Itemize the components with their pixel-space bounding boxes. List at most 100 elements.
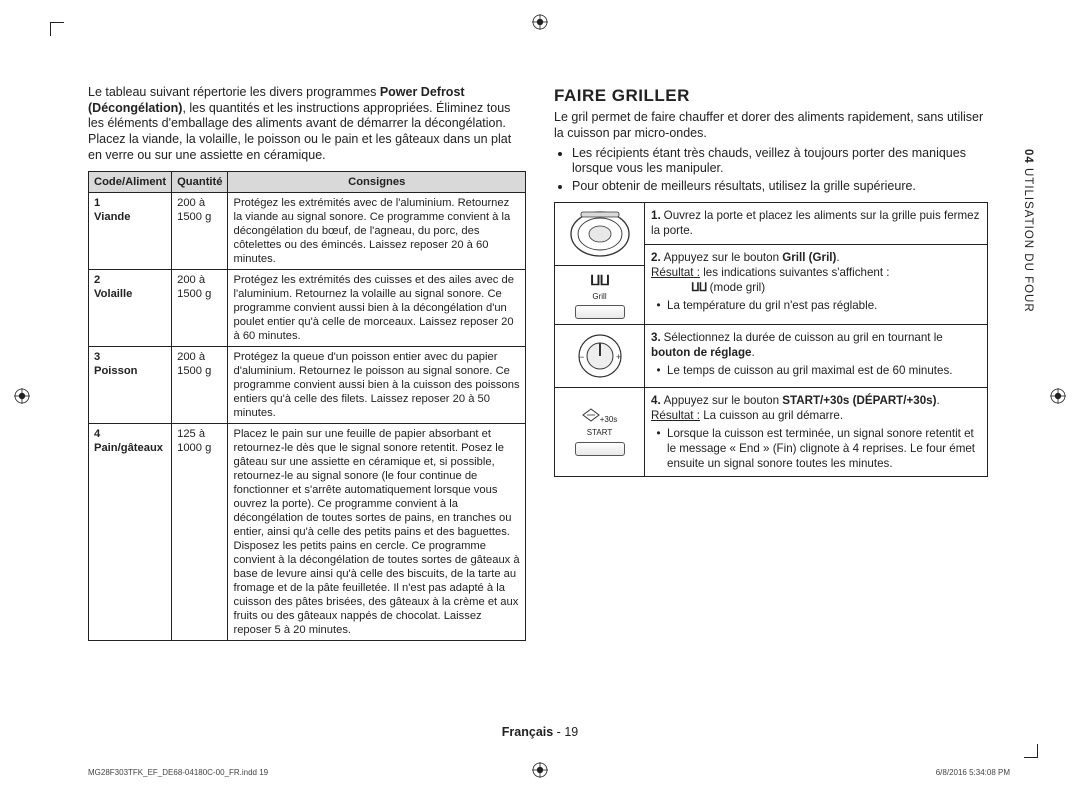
row-num: 1 <box>94 197 100 209</box>
step-body: Appuyez sur le bouton <box>664 251 783 264</box>
svg-text:+: + <box>616 352 621 362</box>
step-num: 3. <box>651 331 661 344</box>
row-qty1: 200 à <box>177 274 205 286</box>
step-body: . <box>836 251 839 264</box>
icon-caption: +30s <box>600 415 618 424</box>
registration-mark <box>1050 388 1066 404</box>
registration-mark <box>14 388 30 404</box>
row-qty2: 1500 g <box>177 211 211 223</box>
button-icon <box>575 305 625 319</box>
grill-icon: ⵡⵡ <box>590 272 609 288</box>
bullet: Pour obtenir de meilleurs résultats, uti… <box>572 179 988 195</box>
svg-text:−: − <box>579 352 584 362</box>
print-date: 6/8/2016 5:34:08 PM <box>936 768 1010 778</box>
intro-paragraph: Le tableau suivant répertorie les divers… <box>88 85 526 163</box>
tab-text: UTILISATION DU FOUR <box>1022 164 1034 313</box>
row-qty1: 200 à <box>177 351 205 363</box>
step-row: +30s START 4.Appuyez sur le bouton START… <box>555 387 988 476</box>
row-num: 2 <box>94 274 100 286</box>
crop-mark <box>50 22 72 44</box>
tab-number: 04 <box>1022 149 1034 164</box>
result-text: La cuisson au gril démarre. <box>700 409 843 422</box>
step-text: 3.Sélectionnez la durée de cuisson au gr… <box>645 324 988 387</box>
row-name: Volaille <box>94 288 132 300</box>
footer-lang: Français <box>502 725 553 739</box>
defrost-table: Code/Aliment Quantité Consignes 1Viande … <box>88 171 526 641</box>
th-qty: Quantité <box>172 172 228 193</box>
row-name: Viande <box>94 211 130 223</box>
table-row: 1Viande 200 à1500 g Protégez les extrémi… <box>89 193 526 270</box>
section-tab: 04 UTILISATION DU FOUR <box>1015 145 1035 415</box>
row-qty2: 1500 g <box>177 365 211 377</box>
step-text: 2.Appuyez sur le bouton Grill (Gril). Ré… <box>645 244 988 324</box>
footer-sep: - <box>553 725 564 739</box>
step-body: . <box>751 346 754 359</box>
steps-table: 1.Ouvrez la porte et placez les aliments… <box>554 202 988 477</box>
tab-highlight <box>1015 373 1037 415</box>
intro-bold-2: (Décongélation) <box>88 101 182 115</box>
icon-caption: Grill <box>561 292 638 302</box>
step-row: − + 3.Sélectionnez la durée de cuisson a… <box>555 324 988 387</box>
mode-text: (mode gril) <box>710 281 765 294</box>
row-num: 3 <box>94 351 100 363</box>
step-row: 1.Ouvrez la porte et placez les aliments… <box>555 203 988 244</box>
row-qty2: 1500 g <box>177 288 211 300</box>
step-num: 1. <box>651 209 661 222</box>
grill-bullets: Les récipients étant très chauds, veille… <box>554 146 988 195</box>
section-title: FAIRE GRILLER <box>554 85 988 106</box>
registration-mark <box>532 14 548 30</box>
row-instr: Protégez la queue d'un poisson entier av… <box>228 347 526 424</box>
icon-caption: START <box>561 428 638 438</box>
step-body: Sélectionnez la durée de cuisson au gril… <box>664 331 943 344</box>
dial-icon: − + <box>574 330 626 382</box>
step-bold: bouton de réglage <box>651 346 751 359</box>
step-text: 1.Ouvrez la porte et placez les aliments… <box>645 203 988 244</box>
oven-door-icon <box>567 208 633 260</box>
step-icon-cell: +30s START <box>555 387 645 476</box>
row-instr: Placez le pain sur une feuille de papier… <box>228 424 526 641</box>
step-bold: Grill (Gril) <box>782 251 836 264</box>
sub-bullet: La température du gril n'est pas réglabl… <box>667 298 981 313</box>
result-text: les indications suivantes s'affichent : <box>700 266 890 279</box>
step-num: 4. <box>651 394 661 407</box>
row-instr: Protégez les extrémités des cuisses et d… <box>228 270 526 347</box>
row-qty2: 1000 g <box>177 442 211 454</box>
row-name: Pain/gâteaux <box>94 442 163 454</box>
step-text: 4.Appuyez sur le bouton START/+30s (DÉPA… <box>645 387 988 476</box>
right-column: FAIRE GRILLER Le gril permet de faire ch… <box>554 85 988 641</box>
print-footer: MG28F303TFK_EF_DE68-04180C-00_FR.indd 19… <box>88 768 1010 778</box>
intro-text: Le tableau suivant répertorie les divers… <box>88 85 380 99</box>
step-bold: START/+30s (DÉPART/+30s) <box>782 394 936 407</box>
table-row: 2 Volaille 200 à 1500 g Protégez les extré… <box>89 270 526 347</box>
step-icon-cell: ⵡⵡ Grill <box>555 266 645 325</box>
table-row: 3 Poisson 200 à 1500 g Protégez la queue d… <box>89 347 526 424</box>
step-body: Appuyez sur le bouton <box>664 394 783 407</box>
left-column: Le tableau suivant répertorie les divers… <box>88 85 526 641</box>
bullet: Les récipients étant très chauds, veille… <box>572 146 988 177</box>
print-file: MG28F303TFK_EF_DE68-04180C-00_FR.indd 19 <box>88 768 268 778</box>
sub-bullet: Lorsque la cuisson est terminée, un sign… <box>667 426 981 471</box>
row-num: 4 <box>94 428 100 440</box>
page-footer: Français - 19 <box>0 725 1080 741</box>
result-label: Résultat : <box>651 266 700 279</box>
grill-mode-icon: ⵡⵡ <box>691 281 706 294</box>
step-body: Ouvrez la porte et placez les aliments s… <box>651 209 979 237</box>
diamond-icon <box>582 408 600 422</box>
table-row: 4 Pain/gâteaux 125 à 1000 g Placez le pain… <box>89 424 526 641</box>
row-qty1: 125 à <box>177 428 205 440</box>
row-name: Poisson <box>94 365 138 377</box>
step-icon-cell: − + <box>555 324 645 387</box>
button-icon <box>575 442 625 456</box>
row-instr: Protégez les extrémités avec de l'alumin… <box>228 193 526 270</box>
result-label: Résultat : <box>651 409 700 422</box>
page-body: Le tableau suivant répertorie les divers… <box>88 85 988 641</box>
sub-bullet: Le temps de cuisson au gril maximal est … <box>667 363 981 378</box>
step-num: 2. <box>651 251 661 264</box>
th-instr: Consignes <box>228 172 526 193</box>
step-icon-cell <box>555 203 645 266</box>
intro-bold-1: Power Defrost <box>380 85 465 99</box>
th-code: Code/Aliment <box>89 172 172 193</box>
step-body: . <box>936 394 939 407</box>
footer-page: 19 <box>564 725 578 739</box>
grill-intro: Le gril permet de faire chauffer et dore… <box>554 110 988 141</box>
